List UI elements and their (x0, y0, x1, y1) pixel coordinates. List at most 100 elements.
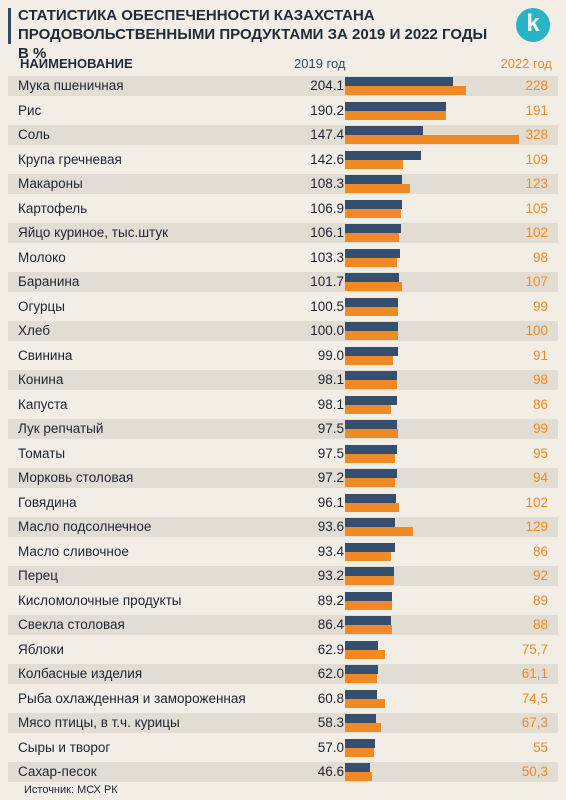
value-2022-label: 102 (525, 225, 548, 240)
bar-2019 (345, 738, 376, 748)
bar-2022 (345, 404, 391, 414)
value-2022-label: 74,5 (521, 690, 548, 706)
bar-2019 (345, 199, 402, 209)
category-label: Баранина (18, 274, 80, 289)
value-2019-label: 97.5 (317, 421, 344, 436)
table-row: Молоко 103.3 98 (8, 248, 558, 268)
value-2022-label: 99 (532, 298, 548, 314)
bar-2019 (345, 273, 399, 282)
value-2019-label: 97.5 (317, 445, 344, 461)
table-row: Мясо птицы, в т.ч. курицы 58.3 67,3 (8, 713, 558, 733)
bar-2019 (345, 150, 421, 160)
value-2022-label: 123 (525, 176, 548, 191)
value-2022-label: 61,1 (521, 666, 548, 681)
bar-2022 (345, 233, 400, 242)
category-label: Яблоки (18, 641, 64, 657)
category-label: Кисломолочные продукты (18, 592, 182, 608)
bar-2022 (345, 380, 397, 389)
bar-2019 (345, 346, 398, 356)
category-label: Свинина (18, 347, 73, 363)
table-row: Мука пшеничная 204.1 228 (8, 76, 558, 96)
value-2022-label: 98 (532, 249, 548, 265)
value-2019-label: 62.9 (317, 641, 344, 657)
bar-2019 (345, 444, 397, 454)
category-label: Морковь столовая (18, 470, 134, 485)
value-2022-label: 91 (532, 347, 548, 363)
value-2022-label: 105 (525, 200, 548, 216)
bar-2019 (345, 493, 396, 503)
category-label: Лук репчатый (18, 421, 104, 436)
bar-2022 (345, 625, 392, 634)
category-label: Рис (18, 102, 42, 118)
value-2019-label: 89.2 (317, 592, 344, 608)
bar-2022 (345, 331, 399, 340)
table-row: Томаты 97.5 95 (8, 444, 558, 464)
bar-2022 (345, 551, 391, 561)
table-row: Сыры и творог 57.0 55 (8, 738, 558, 758)
table-row: Сахар-песок 46.6 50,3 (8, 762, 558, 782)
bar-2022 (345, 649, 386, 659)
value-2022-label: 109 (525, 151, 548, 167)
table-row: Хлеб 100.0 100 (8, 321, 558, 341)
value-2022-label: 92 (532, 568, 548, 583)
table-row: Конина 98.1 98 (8, 370, 558, 390)
table-row: Крупа гречневая 142.6 109 (8, 150, 558, 170)
value-2019-label: 96.1 (317, 494, 344, 510)
bar-2019 (345, 322, 399, 331)
bar-2019 (345, 567, 395, 576)
value-2022-label: 88 (532, 617, 548, 632)
publisher-logo-icon: k (516, 8, 550, 42)
table-row: Яблоки 62.9 75,7 (8, 640, 558, 660)
value-2022-label: 98 (532, 372, 548, 387)
value-2019-label: 93.6 (317, 519, 344, 534)
bar-2022 (345, 282, 402, 291)
value-2019-label: 106.9 (310, 200, 344, 216)
value-2019-label: 204.1 (310, 78, 344, 93)
value-2022-label: 228 (525, 78, 548, 93)
chart-title: СТАТИСТИКА ОБЕСПЕЧЕННОСТИ КАЗАХСТАНА ПРО… (18, 7, 488, 62)
bar-2019 (345, 689, 378, 699)
bar-2019 (345, 224, 402, 233)
category-label: Говядина (18, 494, 77, 510)
value-2019-label: 98.1 (317, 372, 344, 387)
value-2019-label: 99.0 (317, 347, 344, 363)
value-2019-label: 60.8 (317, 690, 344, 706)
table-row: Огурцы 100.5 99 (8, 297, 558, 317)
table-row: Соль 147.4 328 (8, 125, 558, 145)
value-2019-label: 100.0 (310, 323, 344, 338)
value-2022-label: 89 (532, 592, 548, 608)
bar-2019 (345, 420, 397, 429)
category-label: Мясо птицы, в т.ч. курицы (18, 715, 180, 730)
table-row: Рис 190.2 191 (8, 101, 558, 121)
table-row: Морковь столовая 97.2 94 (8, 468, 558, 488)
value-2019-label: 62.0 (317, 666, 344, 681)
value-2022-label: 99 (532, 421, 548, 436)
bar-2019 (345, 542, 395, 552)
value-2022-label: 100 (525, 323, 548, 338)
value-2022-label: 191 (525, 102, 548, 118)
value-2022-label: 75,7 (521, 641, 548, 657)
bar-2022 (345, 600, 393, 610)
value-2019-label: 103.3 (310, 249, 344, 265)
value-2022-label: 95 (532, 445, 548, 461)
value-2019-label: 57.0 (317, 739, 344, 755)
value-2022-label: 328 (525, 127, 548, 142)
source-note: Источник: МСХ РК (24, 784, 118, 796)
value-2022-label: 86 (532, 396, 548, 412)
bar-2022 (345, 723, 381, 732)
bar-2019 (345, 77, 454, 86)
category-label: Сыры и творог (18, 739, 111, 755)
category-label: Огурцы (18, 298, 65, 314)
bar-2022 (345, 747, 375, 757)
category-label: Масло сливочное (18, 543, 129, 559)
category-label: Мука пшеничная (18, 78, 124, 93)
category-label: Рыба охлажденная и замороженная (18, 690, 246, 706)
value-2022-label: 67,3 (521, 715, 548, 730)
bar-2019 (345, 640, 379, 650)
bar-2022 (345, 453, 396, 463)
value-2019-label: 106.1 (310, 225, 344, 240)
value-2019-label: 46.6 (317, 764, 344, 779)
category-label: Соль (18, 127, 50, 142)
bar-2022 (345, 306, 398, 316)
category-label: Перец (18, 568, 58, 583)
